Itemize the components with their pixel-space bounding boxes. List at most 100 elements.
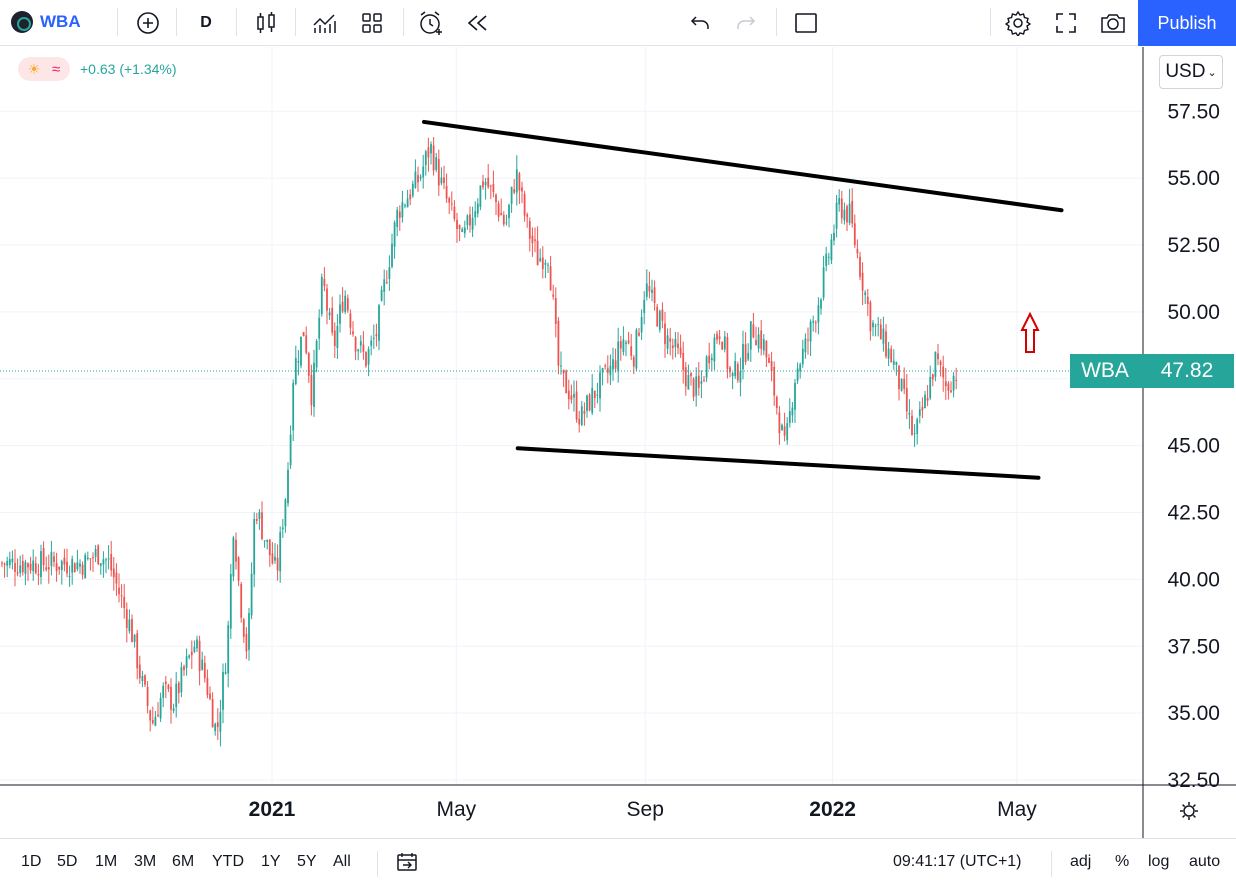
add-symbol-icon[interactable] [132, 5, 164, 41]
camera-icon[interactable] [1096, 5, 1130, 41]
toolbar-divider [117, 8, 118, 36]
candle-body [887, 348, 890, 359]
indicators-icon[interactable] [308, 5, 340, 41]
candle-body [346, 298, 349, 311]
candle-body [838, 198, 841, 205]
candle-body [209, 693, 211, 699]
adj-toggle[interactable]: adj [1070, 853, 1092, 870]
candle-body [814, 322, 817, 324]
candle-body [47, 567, 50, 570]
time-tick-label: 2021 [249, 798, 296, 821]
candle-body [190, 651, 193, 656]
clock-timezone[interactable]: 09:41:17 (UTC+1) [893, 853, 1022, 870]
candle-body [318, 317, 321, 339]
candle-body [627, 340, 630, 344]
range-all[interactable]: All [333, 853, 351, 870]
candle-body [284, 499, 287, 527]
price-tick-label: 57.50 [1167, 100, 1220, 123]
candle-body [331, 307, 334, 333]
candle-body [898, 365, 900, 390]
candle-body [144, 675, 146, 685]
candle-body [344, 295, 347, 312]
top-toolbar: WBA D Publish [0, 0, 1236, 46]
auto-toggle[interactable]: auto [1189, 853, 1221, 870]
trendline [515, 446, 1041, 480]
candle-body [294, 358, 297, 384]
candle-body [495, 194, 497, 203]
currency-selector[interactable]: USD ⌄ [1159, 55, 1223, 89]
candle-body [388, 267, 391, 280]
candle-body [739, 371, 742, 383]
candle-body [755, 339, 757, 346]
price-chart[interactable]: 57.50 55.00 52.50 50.00 45.00 42.50 40.00 37.50… [0, 47, 1236, 838]
candle-body [201, 659, 204, 670]
candle-body [638, 332, 640, 336]
candle-body [86, 557, 89, 559]
layout-grid-icon[interactable] [356, 5, 388, 41]
candle-body [934, 351, 937, 377]
candle-body [895, 362, 898, 365]
candle-body [370, 340, 373, 346]
candle-body [149, 710, 152, 721]
replay-icon[interactable] [462, 5, 494, 41]
candle-body [557, 320, 560, 366]
candle-body [445, 185, 448, 199]
range-5y[interactable]: 5Y [297, 853, 317, 870]
candle-body [913, 433, 916, 435]
range-3m[interactable]: 3M [134, 853, 157, 870]
time-axis[interactable]: 2021 May Sep 2022 May [249, 798, 1038, 821]
candle-body [141, 676, 144, 682]
candles-icon[interactable] [250, 5, 282, 41]
candle-body [94, 549, 97, 557]
publish-button[interactable]: Publish [1138, 0, 1236, 46]
range-1y[interactable]: 1Y [261, 853, 281, 870]
alert-icon[interactable] [414, 5, 448, 41]
percent-toggle[interactable]: % [1115, 853, 1130, 870]
goto-date-icon[interactable] [396, 851, 418, 878]
candle-body [175, 683, 178, 708]
candle-body [552, 294, 555, 297]
bottom-toolbar: 1D 5D 1M 3M 6M YTD 1Y 5Y All 09:41:17 (U… [0, 838, 1236, 888]
candle-body [450, 203, 453, 205]
candle-body [271, 553, 274, 564]
symbol-logo-icon[interactable] [11, 11, 33, 33]
legend-status-icons[interactable]: ☀ ≈ [18, 57, 70, 81]
candle-body [541, 257, 544, 270]
arrow-up-icon[interactable] [1020, 311, 1040, 353]
candle-body [133, 634, 136, 642]
candle-body [328, 312, 331, 316]
axis-settings-icon[interactable] [1180, 802, 1198, 820]
candle-body [664, 323, 666, 345]
range-1m[interactable]: 1M [95, 853, 118, 870]
candle-body [479, 185, 482, 207]
settings-icon[interactable] [1002, 5, 1034, 41]
candle-body [422, 166, 425, 178]
candle-body [905, 388, 908, 412]
price-axis[interactable]: 57.50 55.00 52.50 50.00 45.00 42.50 40.00 37.50… [1167, 100, 1220, 792]
candle-body [326, 288, 328, 311]
redo-icon[interactable] [730, 5, 762, 41]
range-6m[interactable]: 6M [172, 853, 195, 870]
candle-body [851, 200, 854, 224]
range-1d[interactable]: 1D [21, 853, 42, 870]
range-5d[interactable]: 5D [57, 853, 78, 870]
candle-body [159, 697, 162, 719]
rectangle-icon[interactable] [790, 5, 822, 41]
candle-body [562, 369, 565, 374]
log-toggle[interactable]: log [1148, 853, 1170, 870]
candle-body [365, 352, 367, 367]
candle-body [323, 278, 326, 287]
candle-body [383, 279, 386, 292]
trendline-group[interactable] [422, 119, 1064, 480]
interval-button[interactable]: D [190, 5, 222, 41]
candle-body [385, 282, 388, 284]
range-ytd[interactable]: YTD [212, 853, 244, 870]
candle-body [424, 151, 427, 165]
undo-icon[interactable] [684, 5, 716, 41]
symbol-name[interactable]: WBA [40, 12, 81, 31]
candle-body [79, 563, 81, 567]
candle-body [417, 175, 419, 183]
fullscreen-icon[interactable] [1050, 5, 1082, 41]
price-tick-label: 42.50 [1167, 502, 1220, 525]
candle-body [302, 332, 305, 337]
